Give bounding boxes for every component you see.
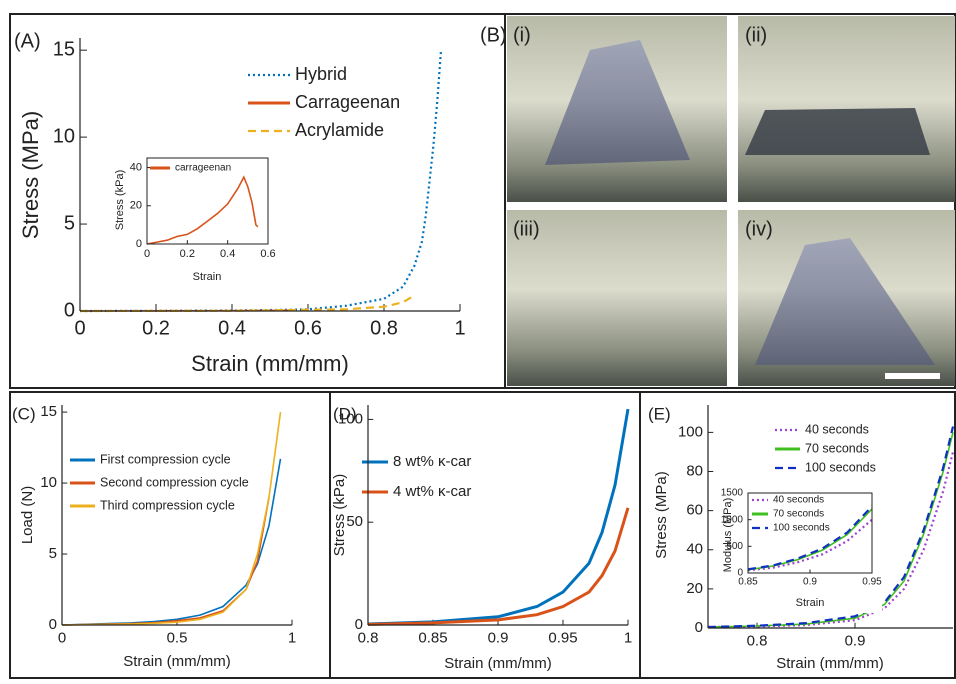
y-axis-label: Stress (MPa) (18, 111, 43, 239)
panel-label: (C) (12, 404, 36, 423)
x-tick-label: 0 (58, 629, 66, 646)
y-axis-label: Stress (kPa) (331, 474, 348, 557)
legend-label: 4 wt% κ-car (393, 483, 471, 500)
photo-label: (iii) (513, 218, 540, 240)
chart: 0 0.2 0.4 0.6 0 20 40 carrageenan Strain Stress (… (112, 150, 287, 290)
legend-label: Third compression cycle (100, 498, 235, 512)
y-tick-label: 15 (53, 38, 75, 60)
figure: (B) (i) (ii) (iii) (iv) 00.20.40.60.8105… (0, 0, 956, 679)
series-line (62, 497, 269, 625)
legend-label: carrageenan (175, 163, 231, 174)
y-axis-label: Load (N) (19, 486, 36, 544)
x-tick-label: 0.95 (862, 577, 882, 588)
y-tick-label: 0 (695, 619, 703, 636)
legend-label: First compression cycle (100, 452, 231, 466)
legend-label: Second compression cycle (100, 475, 249, 489)
y-tick-label: 100 (678, 423, 703, 440)
legend-label: 40 seconds (773, 495, 824, 506)
photo (507, 210, 727, 386)
y-tick-label: 5 (64, 212, 75, 234)
y-axis-label: Modulus (MPa) (722, 498, 734, 573)
y-tick-label: 10 (53, 125, 75, 147)
panel-label: (B) (480, 24, 507, 46)
photo-panel: (B) (i) (ii) (iii) (iv) (480, 16, 955, 386)
y-tick-label: 50 (346, 513, 363, 530)
x-axis-label: Strain (mm/mm) (191, 351, 349, 376)
y-tick-label: 0 (355, 616, 363, 633)
panel-label: (A) (14, 30, 41, 52)
y-tick-label: 0 (49, 616, 57, 633)
y-tick-label: 40 (130, 161, 142, 173)
y-tick-label: 1500 (721, 488, 744, 499)
gel (745, 108, 930, 155)
series-line (80, 295, 414, 311)
x-tick-label: 0.8 (370, 317, 398, 339)
x-axis-label: Strain (mm/mm) (444, 655, 552, 672)
photo-label: (i) (513, 24, 531, 46)
x-axis-label: Strain (mm/mm) (776, 655, 884, 672)
y-tick-label: 60 (686, 502, 703, 519)
y-axis-label: Stress (kPa) (114, 170, 126, 231)
panel-label: (D) (333, 404, 357, 423)
x-tick-label: 0 (144, 248, 150, 260)
legend-label: 100 seconds (805, 460, 876, 474)
series-line (62, 412, 281, 625)
series-line (368, 508, 628, 625)
y-tick-label: 0 (64, 299, 75, 321)
legend-label: Acrylamide (295, 120, 384, 140)
x-tick-label: 0.9 (488, 629, 509, 646)
x-tick-label: 0.2 (142, 317, 170, 339)
x-tick-label: 0.8 (747, 632, 768, 649)
photo-label: (iv) (745, 218, 773, 240)
legend-label: 8 wt% κ-car (393, 453, 471, 470)
x-tick-label: 0.5 (167, 629, 188, 646)
panel-label: (E) (648, 404, 671, 423)
y-tick-label: 40 (686, 541, 703, 558)
x-tick-label: 1 (624, 629, 632, 646)
y-axis-label: Stress (MPa) (653, 471, 670, 559)
x-axis-label: Strain (mm/mm) (123, 653, 231, 670)
x-tick-label: 1 (288, 629, 296, 646)
y-tick-label: 15 (40, 403, 57, 420)
legend-label: Hybrid (295, 64, 347, 84)
x-tick-label: 0.95 (548, 629, 577, 646)
y-tick-label: 20 (686, 580, 703, 597)
x-tick-label: 0.9 (845, 632, 866, 649)
y-tick-label: 0 (136, 238, 142, 250)
x-tick-label: 0 (74, 317, 85, 339)
x-axis-label: Strain (796, 597, 825, 609)
y-tick-label: 0 (737, 568, 743, 579)
x-tick-label: 0.6 (294, 317, 322, 339)
x-tick-label: 0.2 (180, 248, 195, 260)
x-tick-label: 0.4 (220, 248, 235, 260)
x-tick-label: 0.6 (260, 248, 275, 260)
x-tick-label: 0.4 (218, 317, 246, 339)
x-axis-label: Strain (193, 271, 222, 283)
legend-label: 40 seconds (805, 422, 869, 436)
x-tick-label: 1 (454, 317, 465, 339)
legend-label: Carrageenan (295, 92, 400, 112)
photo-label: (ii) (745, 24, 767, 46)
y-tick-label: 5 (49, 545, 57, 562)
x-tick-label: 0.85 (418, 629, 447, 646)
y-tick-label: 80 (686, 462, 703, 479)
x-tick-label: 0.9 (803, 577, 817, 588)
scale-bar (885, 373, 940, 379)
legend-label: 70 seconds (805, 441, 869, 455)
legend-label: 100 seconds (773, 523, 830, 534)
legend-label: 70 seconds (773, 509, 824, 520)
y-tick-label: 20 (130, 200, 142, 212)
y-tick-label: 10 (40, 474, 57, 491)
